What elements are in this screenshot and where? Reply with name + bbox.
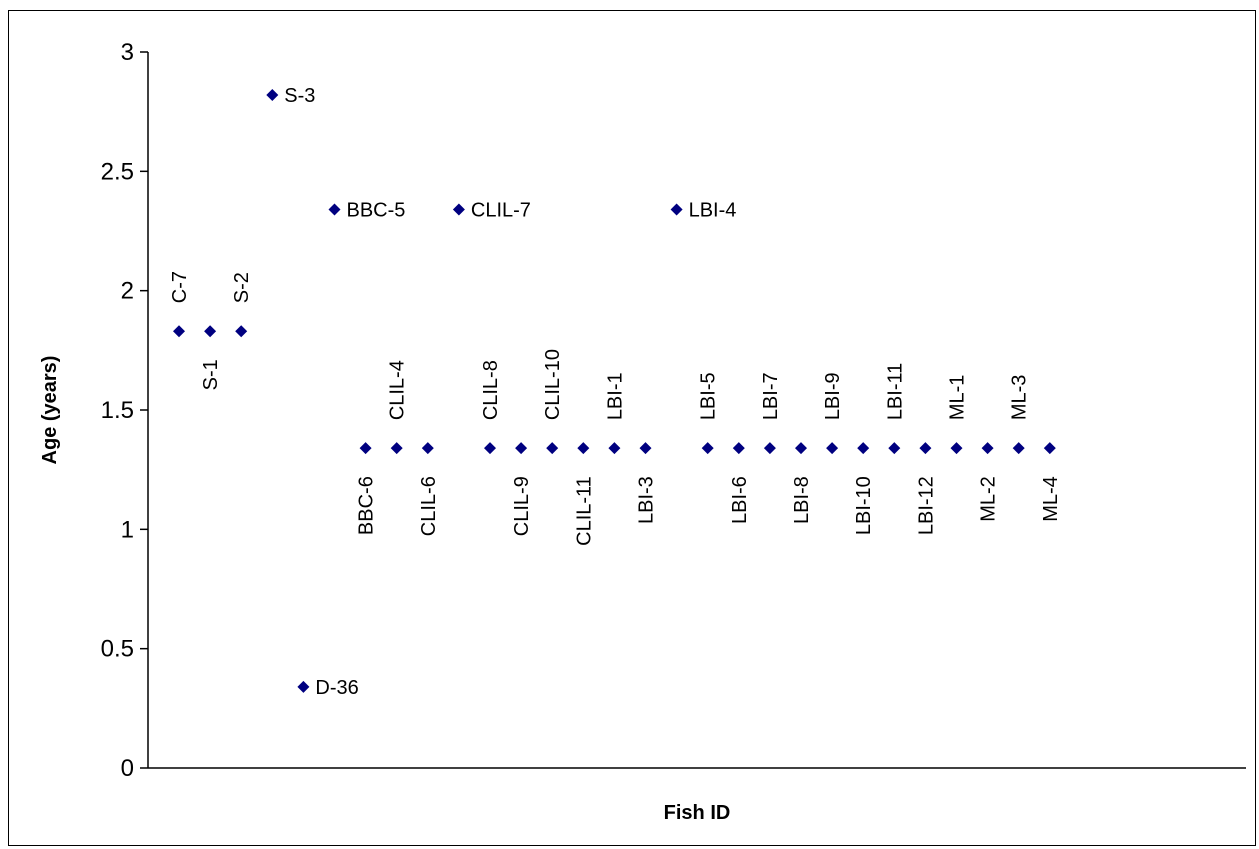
data-point-marker [795,442,807,455]
data-point-marker [484,442,496,455]
data-point-marker [701,442,714,455]
y-tick-label: 3 [121,39,134,66]
y-tick-label: 0 [121,755,134,782]
data-point-label: LBI-5 [698,372,720,420]
y-tick-label: 2 [121,278,134,305]
data-point-label: CLIL-10 [542,349,564,420]
data-point-label: CLIL-6 [418,476,440,536]
data-point-marker [950,442,963,455]
data-point-marker [235,325,248,338]
data-point-marker [390,442,403,455]
data-point-label: LBI-7 [760,372,782,420]
data-point-marker [421,442,434,455]
data-point-marker [981,442,994,455]
y-tick-label: 2.5 [101,158,134,185]
data-point-label: LBI-9 [822,372,844,420]
y-axis: 0 0.5 1 1.5 2 2.5 3 [101,39,149,782]
y-tick-label: 0.5 [101,636,134,663]
data-point-marker [919,442,932,455]
data-point-marker [266,88,279,101]
data-point-label: LBI-12 [915,476,937,535]
data-point-label: S-2 [231,272,253,303]
y-tick-label: 1 [121,516,134,543]
data-point-marker [1043,442,1056,455]
chart-frame: 0 0.5 1 1.5 2 2.5 3 C-7 S-1 S-2 S-3 D-36 BBC-5 BBC-6… [8,10,1256,846]
data-point-label: ML-1 [947,375,969,421]
data-point-label: D-36 [315,677,358,699]
data-point-label: S-3 [284,85,315,107]
y-axis-title: Age (years) [39,356,61,465]
data-point-label: S-1 [200,359,222,390]
data-point-marker [173,325,185,338]
data-point-label: ML-4 [1040,476,1062,522]
data-points: C-7 S-1 S-2 S-3 D-36 BBC-5 BBC-6 CLIL-4 CLIL-6 CL… [169,85,1062,699]
data-point-label: ML-2 [978,476,1000,522]
data-point-label: LBI-8 [791,476,813,524]
data-point-marker [204,325,217,338]
data-point-label: LBI-4 [689,200,737,222]
data-point-marker [670,203,683,216]
data-point-label: LBI-3 [636,476,658,524]
data-point-label: CLIL-8 [480,360,502,420]
data-point-label: CLIL-7 [471,200,531,222]
data-point-label: BBC-6 [356,476,378,535]
data-point-label: ML-3 [1009,375,1031,421]
data-point-marker [857,442,870,455]
data-point-label: CLIL-9 [511,476,533,536]
data-point-marker [888,442,901,455]
data-point-label: LBI-11 [884,363,906,420]
data-point-label: LBI-6 [729,476,751,524]
data-point-label: LBI-1 [604,372,626,420]
data-point-label: CLIL-4 [387,360,409,420]
data-point-marker [546,442,559,455]
data-point-marker [359,442,372,455]
data-point-marker [732,442,745,455]
x-axis-title: Fish ID [664,802,731,824]
y-ticks: 0 0.5 1 1.5 2 2.5 3 [101,39,148,782]
data-point-marker [763,442,776,455]
data-point-marker [328,203,341,216]
data-point-marker [639,442,652,455]
scatter-chart: 0 0.5 1 1.5 2 2.5 3 C-7 S-1 S-2 S-3 D-36 BBC-5 BBC-6… [39,39,1246,824]
data-point-marker [826,442,839,455]
data-point-label: CLIL-11 [573,476,595,546]
data-point-marker [452,203,465,216]
y-tick-label: 1.5 [101,397,134,424]
data-point-marker [1012,442,1025,455]
data-point-label: LBI-10 [853,476,875,535]
data-point-label: C-7 [169,271,191,303]
data-point-marker [515,442,528,455]
data-point-marker [297,680,310,693]
data-point-marker [577,442,590,455]
data-point-label: BBC-5 [347,200,406,222]
data-point-marker [608,442,621,455]
